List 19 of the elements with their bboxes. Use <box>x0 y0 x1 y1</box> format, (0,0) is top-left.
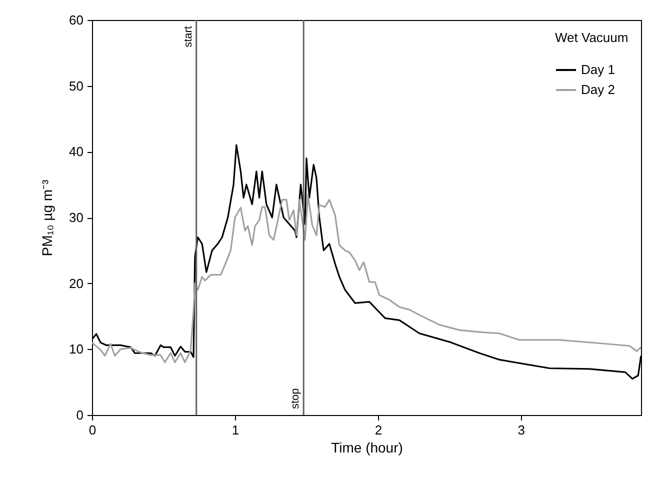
x-axis-title: Time (hour) <box>331 440 403 456</box>
y-tick-label: 0 <box>76 408 84 422</box>
y-tick-label: 10 <box>69 342 84 357</box>
y-tick-label: 40 <box>69 144 84 160</box>
ref-line-label: start <box>182 26 194 48</box>
y-axis-title: PM₁₀ µg m⁻³ <box>39 179 56 256</box>
x-tick-label: 1 <box>232 422 240 438</box>
x-tick-label: 2 <box>374 422 382 438</box>
y-tick-label: 60 <box>69 12 84 28</box>
x-tick-label: 0 <box>88 422 96 438</box>
line-series <box>92 194 641 364</box>
y-tick-label: 50 <box>69 78 84 94</box>
y-tick-label: 30 <box>69 210 84 225</box>
legend-label: Day 2 <box>581 82 615 97</box>
legend-title: Wet Vacuum <box>555 30 628 45</box>
x-tick-label: 3 <box>518 422 526 438</box>
legend-label: Day 1 <box>581 62 615 77</box>
y-tick-label: 20 <box>69 276 84 291</box>
ref-line-label: stop <box>290 388 302 409</box>
